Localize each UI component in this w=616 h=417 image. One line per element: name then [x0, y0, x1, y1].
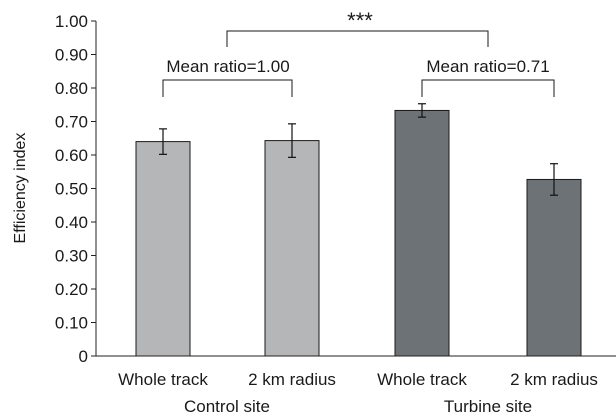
- category-label: 2 km radius: [248, 370, 336, 389]
- significance-bracket: [226, 30, 489, 47]
- group-label-control: Control site: [184, 397, 270, 416]
- comparison-brackets: [162, 30, 555, 97]
- bar: [526, 178, 582, 357]
- y-tick-label: 0.60: [55, 146, 88, 165]
- bar: [264, 140, 320, 357]
- control-ratio-label: Mean ratio=1.00: [166, 57, 289, 76]
- category-label: Whole track: [377, 370, 467, 389]
- y-axis: 0 0.10 0.20 0.30 0.40 0.50 0.60 0.70 0.80 0.90 1.0…: [55, 12, 97, 366]
- y-tick-label: 1.00: [55, 12, 88, 31]
- category-label: 2 km radius: [510, 370, 598, 389]
- y-tick-label: 0.50: [55, 180, 88, 199]
- bar: [135, 141, 191, 357]
- turbine-ratio-label: Mean ratio=0.71: [426, 57, 549, 76]
- bar: [394, 109, 450, 357]
- group-label-turbine: Turbine site: [444, 397, 532, 416]
- x-axis: Whole track 2 km radius Whole track 2 km ra…: [96, 355, 616, 389]
- y-tick-label: 0.40: [55, 213, 88, 232]
- y-tick-label: 0.10: [55, 314, 88, 333]
- category-label: Whole track: [118, 370, 208, 389]
- y-tick-label: 0.30: [55, 247, 88, 266]
- y-axis-label: Efficiency index: [12, 133, 29, 244]
- turbine-bracket: [421, 79, 555, 97]
- y-tick-label: 0.90: [55, 46, 88, 65]
- y-tick-label: 0.80: [55, 79, 88, 98]
- y-tick-label: 0: [79, 347, 88, 366]
- y-tick-label: 0.20: [55, 280, 88, 299]
- control-bracket: [162, 79, 293, 97]
- significance-label: ***: [347, 8, 373, 33]
- y-tick-label: 0.70: [55, 113, 88, 132]
- bars-group: [135, 103, 582, 357]
